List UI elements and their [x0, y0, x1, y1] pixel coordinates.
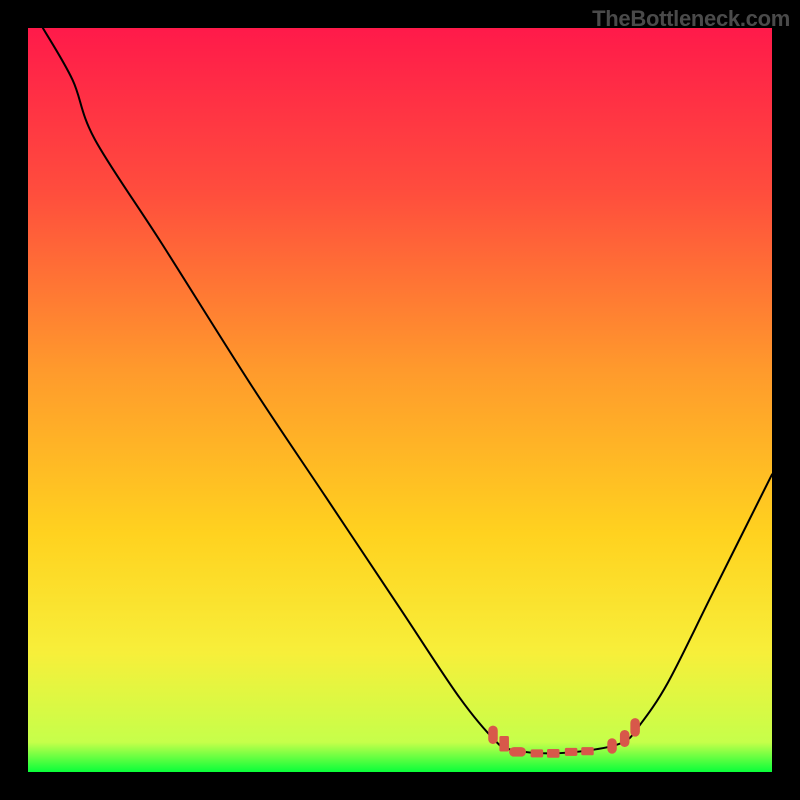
valley-marker [509, 747, 525, 756]
chart-container: TheBottleneck.com [0, 0, 800, 800]
valley-marker [582, 747, 594, 754]
main-curve [43, 28, 772, 753]
valley-marker [608, 739, 617, 754]
valley-marker [500, 736, 509, 751]
valley-marker [489, 726, 498, 744]
curve-svg [28, 28, 772, 772]
valley-marker [547, 749, 559, 757]
valley-marker [565, 748, 577, 755]
watermark-text: TheBottleneck.com [592, 6, 790, 32]
valley-marker [631, 718, 640, 736]
valley-marker [620, 730, 629, 746]
plot-area [28, 28, 772, 772]
valley-marker [531, 750, 543, 757]
